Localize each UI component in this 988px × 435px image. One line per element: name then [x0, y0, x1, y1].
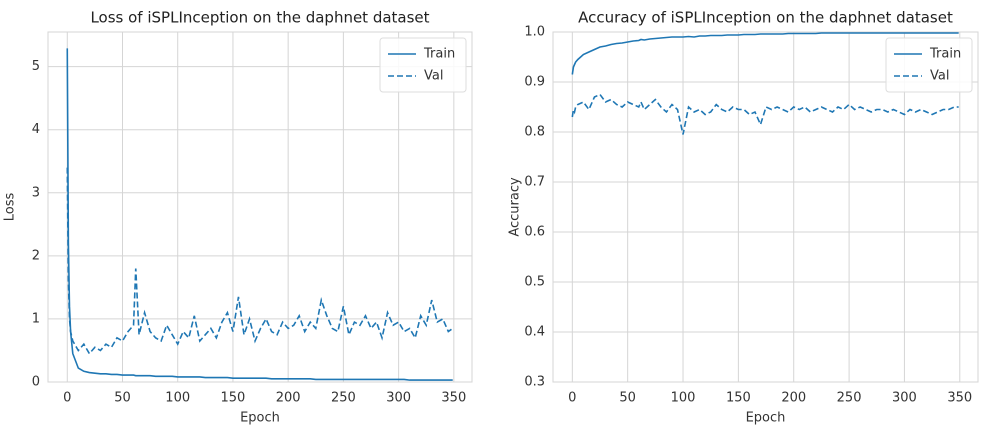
x-tick-label: 100	[671, 391, 696, 406]
y-tick-label: 0.9	[524, 75, 545, 90]
y-tick-label: 0.3	[524, 375, 545, 390]
x-tick-label: 0	[568, 391, 576, 406]
y-tick-label: 3	[32, 185, 40, 200]
x-tick-label: 200	[781, 391, 806, 406]
x-tick-label: 50	[619, 391, 636, 406]
legend-label: Val	[424, 69, 443, 84]
legend-box	[885, 37, 973, 93]
y-tick-label: 0.5	[524, 275, 545, 290]
data-line	[66, 167, 454, 355]
x-tick-label: 150	[221, 391, 246, 406]
legend-label: Train	[423, 47, 455, 62]
legend-box	[379, 37, 467, 93]
y-tick-label: 0	[32, 375, 40, 390]
chart-title: Loss of iSPLInception on the daphnet dat…	[90, 9, 429, 27]
x-tick-label: 50	[114, 391, 131, 406]
data-line	[66, 48, 453, 381]
legend-label: Val	[930, 69, 949, 84]
y-tick-label: 2	[32, 248, 40, 263]
x-tick-label: 300	[386, 391, 411, 406]
data-line	[571, 32, 959, 75]
y-tick-label: 0.8	[524, 125, 545, 140]
x-tick-label: 200	[276, 391, 301, 406]
x-axis-label: Epoch	[240, 411, 280, 426]
x-tick-label: 0	[63, 391, 71, 406]
x-tick-label: 150	[726, 391, 751, 406]
y-tick-label: 5	[32, 59, 40, 74]
x-tick-label: 250	[331, 391, 356, 406]
y-tick-label: 1	[32, 311, 40, 326]
x-axis-label: Epoch	[746, 411, 786, 426]
x-tick-label: 300	[892, 391, 917, 406]
y-tick-label: 4	[32, 122, 40, 137]
y-axis-label: Loss	[3, 193, 18, 222]
x-tick-label: 250	[837, 391, 862, 406]
y-axis-label: Accuracy	[508, 177, 523, 237]
data-line	[571, 93, 959, 135]
chart-title: Accuracy of iSPLInception on the daphnet…	[578, 9, 953, 27]
x-tick-label: 350	[441, 391, 466, 406]
y-tick-label: 1.0	[524, 25, 545, 40]
y-tick-label: 0.6	[524, 225, 545, 240]
y-tick-label: 0.7	[524, 175, 545, 190]
x-tick-label: 100	[165, 391, 190, 406]
legend-label: Train	[929, 47, 961, 62]
x-tick-label: 350	[947, 391, 972, 406]
y-tick-label: 0.4	[524, 325, 545, 340]
